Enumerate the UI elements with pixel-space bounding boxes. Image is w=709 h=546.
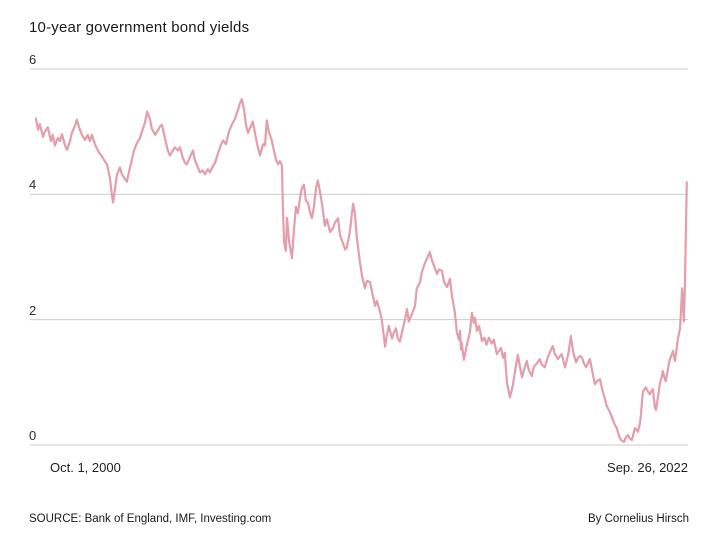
y-axis-tick-label: 4 [29,177,37,193]
source-note: SOURCE: Bank of England, IMF, Investing.… [29,513,272,525]
x-axis-label-end: Sep. 26, 2022 [607,460,688,475]
chart-title: 10-year government bond yields [29,19,250,36]
byline: By Cornelius Hirsch [588,513,689,525]
yield-line-series [34,97,688,443]
y-axis-tick-label: 6 [29,52,37,67]
x-axis-label-start: Oct. 1, 2000 [50,460,121,475]
y-axis-tick-label: 0 [29,428,37,443]
y-axis-tick-label: 2 [29,302,37,318]
